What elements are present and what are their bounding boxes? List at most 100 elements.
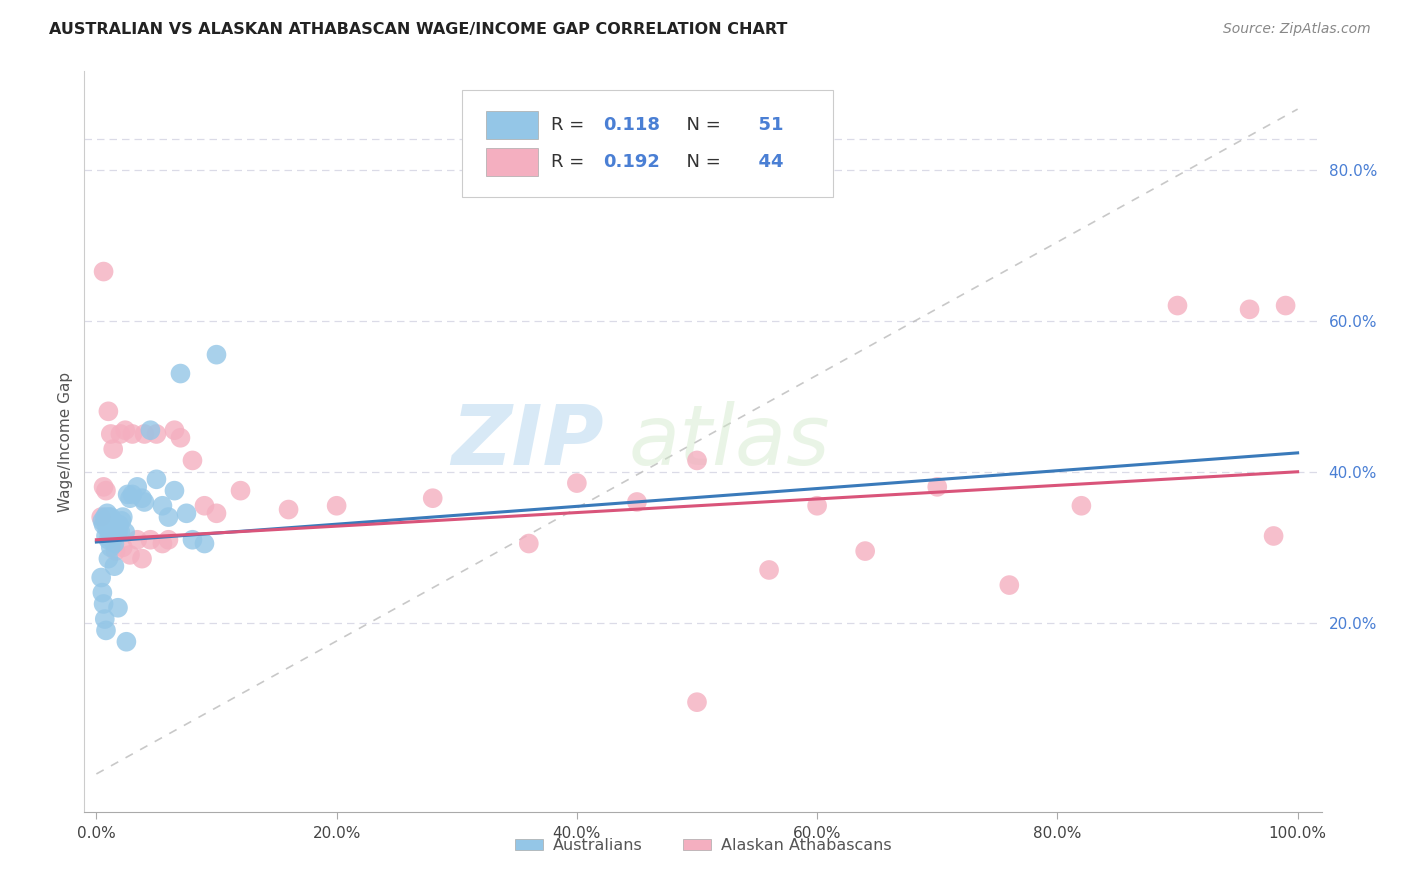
Point — [114, 525, 136, 540]
Point — [139, 533, 162, 547]
Point — [134, 427, 156, 442]
Point — [93, 264, 115, 278]
Text: atlas: atlas — [628, 401, 831, 482]
Point — [103, 514, 125, 528]
Point — [1274, 299, 1296, 313]
Point — [1070, 499, 1092, 513]
Point — [565, 476, 588, 491]
Point — [927, 480, 949, 494]
Point — [94, 510, 117, 524]
Point — [853, 544, 876, 558]
FancyBboxPatch shape — [486, 112, 538, 139]
Point — [104, 529, 127, 543]
Text: ZIP: ZIP — [451, 401, 605, 482]
Point — [193, 499, 215, 513]
Point — [145, 472, 167, 486]
Point — [111, 510, 134, 524]
FancyBboxPatch shape — [461, 90, 832, 197]
Point — [205, 348, 228, 362]
Point — [134, 495, 156, 509]
Text: R =: R = — [551, 153, 589, 171]
Point — [105, 517, 128, 532]
Point — [100, 541, 122, 555]
Point — [111, 541, 134, 555]
Point — [117, 487, 139, 501]
Point — [121, 427, 143, 442]
Point — [152, 499, 174, 513]
Point — [114, 423, 136, 437]
Point — [94, 514, 117, 528]
Point — [758, 563, 780, 577]
Point — [325, 499, 347, 513]
FancyBboxPatch shape — [486, 148, 538, 177]
Text: Source: ZipAtlas.com: Source: ZipAtlas.com — [1223, 22, 1371, 37]
Text: AUSTRALIAN VS ALASKAN ATHABASCAN WAGE/INCOME GAP CORRELATION CHART: AUSTRALIAN VS ALASKAN ATHABASCAN WAGE/IN… — [49, 22, 787, 37]
Point — [1239, 302, 1261, 317]
Point — [229, 483, 252, 498]
Point — [1263, 529, 1285, 543]
Text: N =: N = — [675, 153, 725, 171]
Point — [127, 533, 149, 547]
Point — [422, 491, 444, 506]
Point — [93, 480, 115, 494]
Point — [626, 495, 648, 509]
Text: 51: 51 — [747, 117, 783, 135]
Point — [998, 578, 1021, 592]
Point — [96, 521, 118, 535]
Point — [145, 427, 167, 442]
Point — [127, 480, 149, 494]
Point — [169, 431, 191, 445]
Point — [517, 536, 540, 550]
Point — [163, 423, 186, 437]
Point — [100, 525, 122, 540]
Point — [93, 597, 115, 611]
Point — [103, 521, 125, 535]
Point — [163, 483, 186, 498]
Point — [98, 514, 121, 528]
Point — [110, 525, 132, 540]
Point — [277, 502, 299, 516]
Text: 44: 44 — [747, 153, 783, 171]
Point — [97, 551, 120, 566]
Point — [107, 600, 129, 615]
Point — [181, 453, 204, 467]
Point — [110, 514, 132, 528]
Point — [97, 404, 120, 418]
Point — [118, 548, 141, 562]
Point — [157, 510, 180, 524]
Point — [101, 517, 124, 532]
Point — [115, 634, 138, 648]
Point — [94, 483, 117, 498]
Text: 0.192: 0.192 — [603, 153, 659, 171]
Point — [1166, 299, 1188, 313]
Point — [806, 499, 828, 513]
Point — [205, 506, 228, 520]
Point — [176, 506, 198, 520]
Point — [91, 585, 114, 599]
Point — [152, 536, 174, 550]
Point — [131, 491, 153, 506]
Text: 0.118: 0.118 — [603, 117, 659, 135]
Text: R =: R = — [551, 117, 589, 135]
Point — [104, 544, 127, 558]
Point — [121, 487, 143, 501]
Point — [96, 506, 118, 520]
Point — [108, 517, 131, 532]
Point — [118, 491, 141, 506]
Point — [100, 427, 122, 442]
Point — [169, 367, 191, 381]
Point — [110, 427, 132, 442]
Point — [93, 517, 115, 532]
Point — [103, 442, 125, 456]
Point — [686, 453, 709, 467]
Text: N =: N = — [675, 117, 725, 135]
Point — [107, 525, 129, 540]
Point — [98, 525, 121, 540]
Point — [139, 423, 162, 437]
Point — [100, 510, 122, 524]
Point — [97, 533, 120, 547]
Point — [193, 536, 215, 550]
Point — [97, 510, 120, 524]
Point — [94, 624, 117, 638]
Point — [91, 514, 114, 528]
